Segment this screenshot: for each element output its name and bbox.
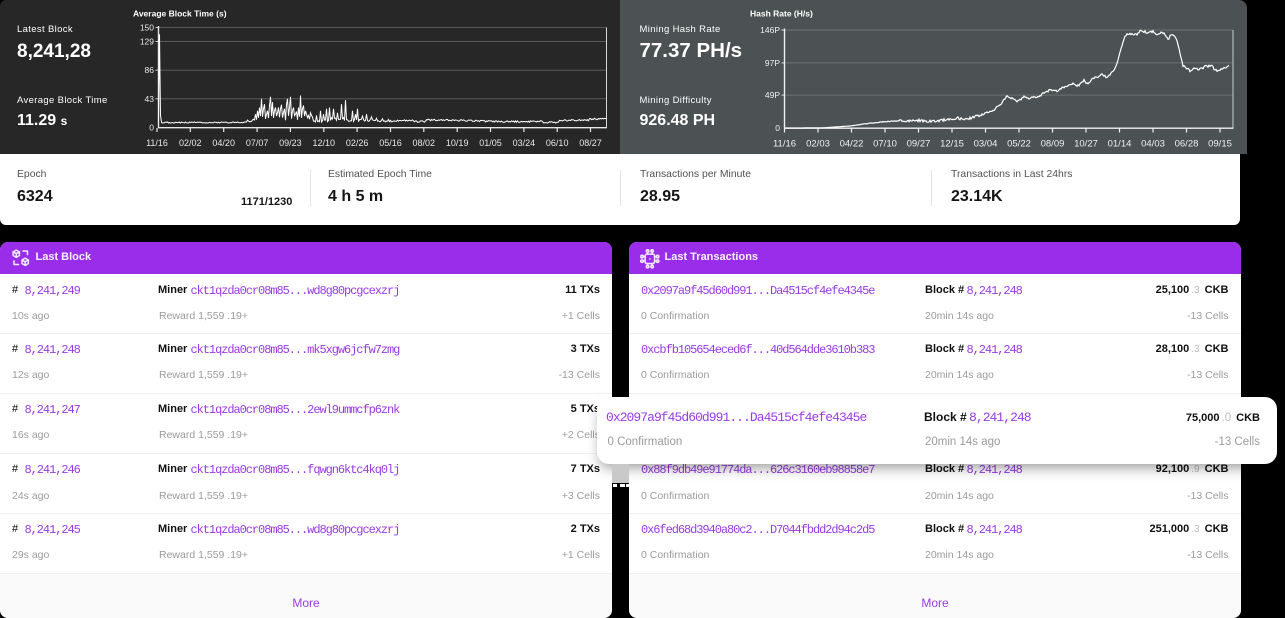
svg-text:05/16: 05/16 xyxy=(379,138,402,148)
svg-text:Hash Rate (H/s): Hash Rate (H/s) xyxy=(750,9,813,19)
svg-text:97P: 97P xyxy=(765,58,780,68)
svg-text:Average Block Time (s): Average Block Time (s) xyxy=(133,9,227,19)
svg-text:04/03: 04/03 xyxy=(1141,139,1165,150)
svg-text:03/24: 03/24 xyxy=(513,138,536,148)
svg-text:08/02: 08/02 xyxy=(413,138,436,148)
svg-text:0: 0 xyxy=(775,123,780,133)
svg-text:09/23: 09/23 xyxy=(279,138,302,148)
svg-text:150: 150 xyxy=(140,23,154,33)
svg-text:49P: 49P xyxy=(765,90,780,100)
svg-text:43: 43 xyxy=(145,94,155,104)
svg-text:02/02: 02/02 xyxy=(179,138,202,148)
svg-text:01/14: 01/14 xyxy=(1108,139,1132,150)
svg-text:09/27: 09/27 xyxy=(907,139,931,150)
svg-text:12/10: 12/10 xyxy=(313,138,336,148)
svg-text:01/05: 01/05 xyxy=(479,138,502,148)
svg-text:146P: 146P xyxy=(760,25,780,35)
svg-text:02/03: 02/03 xyxy=(806,139,830,150)
svg-text:07/07: 07/07 xyxy=(246,138,269,148)
svg-text:04/22: 04/22 xyxy=(840,139,864,150)
svg-text:12/15: 12/15 xyxy=(940,139,964,150)
svg-text:03/04: 03/04 xyxy=(974,139,998,150)
svg-text:07/10: 07/10 xyxy=(873,139,897,150)
svg-text:08/27: 08/27 xyxy=(579,138,602,148)
svg-text:06/10: 06/10 xyxy=(546,138,569,148)
svg-text:10/19: 10/19 xyxy=(446,138,469,148)
svg-text:02/26: 02/26 xyxy=(346,138,369,148)
svg-text:08/09: 08/09 xyxy=(1041,139,1065,150)
svg-text:09/15: 09/15 xyxy=(1208,139,1232,150)
svg-text:05/22: 05/22 xyxy=(1007,139,1031,150)
svg-text:0: 0 xyxy=(149,123,154,133)
svg-text:129: 129 xyxy=(140,37,154,47)
svg-text:06/28: 06/28 xyxy=(1175,139,1199,150)
svg-text:86: 86 xyxy=(145,65,155,75)
svg-text:04/20: 04/20 xyxy=(212,138,235,148)
svg-text:11/16: 11/16 xyxy=(146,138,168,148)
svg-text:10/27: 10/27 xyxy=(1074,139,1098,150)
svg-text:11/16: 11/16 xyxy=(773,139,796,150)
